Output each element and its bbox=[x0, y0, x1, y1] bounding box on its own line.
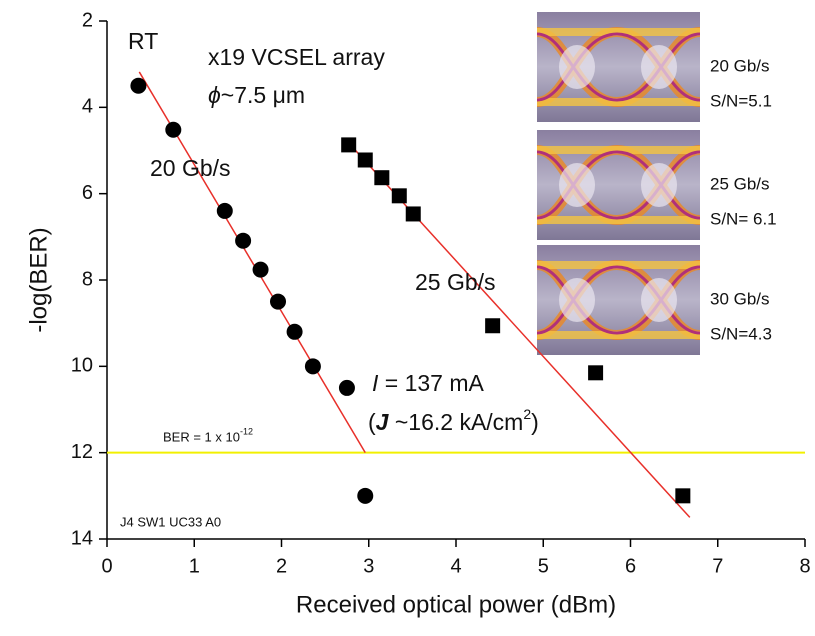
y-tick-label: 14 bbox=[71, 527, 93, 549]
y-tick-label: 6 bbox=[82, 182, 93, 204]
data-point bbox=[357, 488, 373, 504]
x-tick-label: 2 bbox=[276, 555, 287, 577]
eye-snr-label: S/N= 6.1 bbox=[710, 209, 777, 228]
eye-diagram bbox=[537, 130, 700, 240]
x-tick-label: 4 bbox=[450, 555, 461, 577]
eye-rate-label: 20 Gb/s bbox=[710, 56, 770, 75]
data-point bbox=[588, 365, 603, 380]
data-point bbox=[165, 122, 181, 138]
y-tick-label: 10 bbox=[71, 355, 93, 377]
eye-rate-label: 25 Gb/s bbox=[710, 174, 770, 193]
data-point bbox=[287, 324, 303, 340]
page: {"chart_data": { "type": "scatter", "xla… bbox=[0, 0, 815, 631]
annotation: x19 VCSEL array bbox=[208, 44, 385, 70]
x-tick-label: 3 bbox=[363, 555, 374, 577]
y-tick-label: 4 bbox=[82, 96, 93, 118]
x-tick-label: 5 bbox=[538, 555, 549, 577]
series-label: 25 Gb/s bbox=[415, 269, 496, 295]
eye-snr-label: S/N=4.3 bbox=[710, 324, 772, 343]
data-point bbox=[130, 78, 146, 94]
x-tick-label: 6 bbox=[625, 555, 636, 577]
data-point bbox=[253, 262, 269, 278]
annotation-exp: 2 bbox=[523, 406, 531, 422]
annotation-text: = 137 mA bbox=[378, 370, 484, 396]
eye-snr-label: S/N=5.1 bbox=[710, 91, 772, 110]
annotation-text: ) bbox=[531, 409, 539, 435]
annotation-text: ~7.5 μm bbox=[221, 82, 305, 108]
eye-rate-label: 30 Gb/s bbox=[710, 289, 770, 308]
annotation: J4 SW1 UC33 A0 bbox=[120, 514, 221, 529]
annotation: RT bbox=[128, 28, 158, 54]
data-point bbox=[235, 233, 251, 249]
annotation: (J ~16.2 kA/cm2) bbox=[368, 406, 539, 435]
data-point bbox=[339, 380, 355, 396]
data-point bbox=[341, 137, 356, 152]
x-tick-label: 7 bbox=[712, 555, 723, 577]
x-tick-label: 0 bbox=[101, 555, 112, 577]
x-axis-title: Received optical power (dBm) bbox=[296, 591, 616, 618]
data-point bbox=[358, 152, 373, 167]
threshold-label: BER = 1 x 10-12 bbox=[163, 427, 253, 445]
x-tick-label: 8 bbox=[799, 555, 810, 577]
eye-diagrams bbox=[537, 12, 700, 355]
annotation: ϕ~7.5 μm bbox=[208, 82, 305, 108]
threshold-label-exp: -12 bbox=[240, 427, 253, 437]
data-point bbox=[406, 206, 421, 221]
data-point bbox=[217, 203, 233, 219]
data-point bbox=[305, 358, 321, 374]
data-point bbox=[374, 170, 389, 185]
x-tick-label: 1 bbox=[189, 555, 200, 577]
y-tick-label: 12 bbox=[71, 441, 93, 463]
data-point bbox=[675, 488, 690, 503]
data-point bbox=[392, 188, 407, 203]
y-tick-label: 2 bbox=[82, 9, 93, 31]
eye-diagram bbox=[537, 12, 700, 122]
annotation: I = 137 mA bbox=[372, 370, 485, 396]
y-axis-title: -log(BER) bbox=[25, 227, 52, 332]
chart: 2468101214012345678Received optical powe… bbox=[0, 0, 815, 631]
eye-diagram bbox=[537, 245, 700, 355]
data-point bbox=[270, 294, 286, 310]
threshold-label-text: BER = 1 x 10 bbox=[163, 430, 240, 445]
y-tick-label: 8 bbox=[82, 268, 93, 290]
annotation-symbol: ϕ bbox=[208, 82, 221, 108]
series-label: 20 Gb/s bbox=[150, 155, 231, 181]
annotation-text: ~16.2 kA/cm bbox=[388, 409, 523, 435]
data-point bbox=[485, 318, 500, 333]
